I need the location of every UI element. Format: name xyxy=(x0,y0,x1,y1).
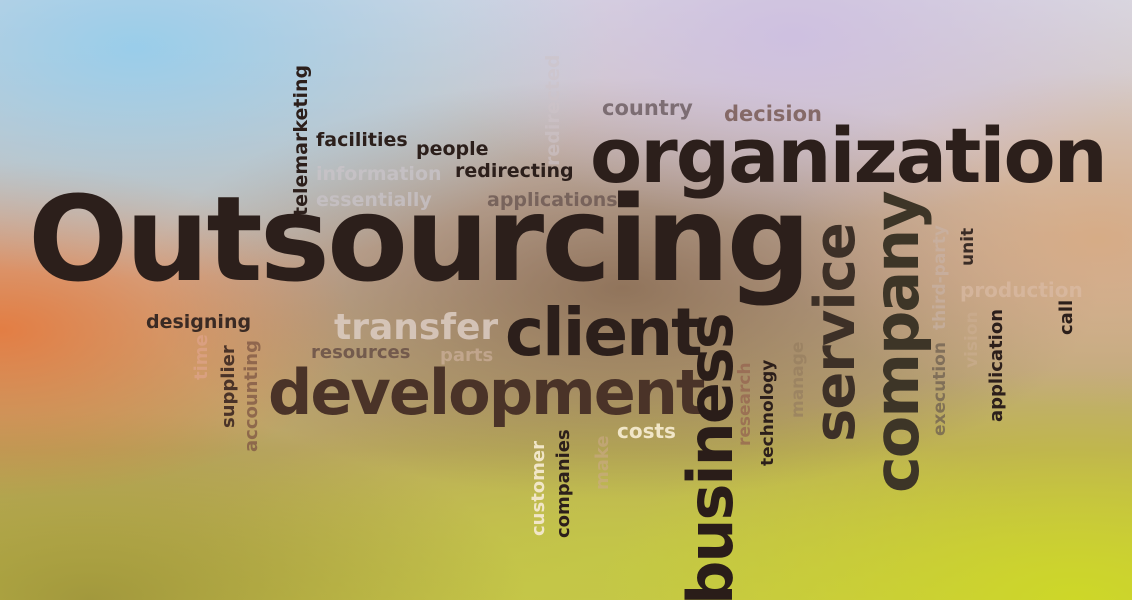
word-facilities: facilities xyxy=(316,129,408,151)
word-essentially: essentially xyxy=(316,189,432,211)
word-execution: execution xyxy=(930,342,950,436)
word-customer: customer xyxy=(528,440,549,536)
word-companies: companies xyxy=(553,429,574,538)
word-people: people xyxy=(416,138,489,160)
word-supplier: supplier xyxy=(218,345,239,428)
word-make: make xyxy=(592,435,613,490)
word-accounting: accounting xyxy=(241,340,262,452)
word-decision: decision xyxy=(724,102,822,126)
word-designing: designing xyxy=(146,311,252,333)
word-redirected: redirected xyxy=(542,54,564,166)
word-telemarketing: telemarketing xyxy=(290,64,312,216)
word-information: information xyxy=(316,163,442,185)
word-application: application xyxy=(986,308,1007,422)
word-third-party: third-party xyxy=(930,225,950,330)
word-time: time xyxy=(191,334,212,380)
word-redirecting: redirecting xyxy=(455,160,574,182)
word-development: development xyxy=(268,356,706,429)
word-transfer: transfer xyxy=(334,307,499,348)
word-country: country xyxy=(602,96,693,120)
word-company: company xyxy=(860,192,933,493)
word-outsourcing: Outsourcing xyxy=(28,170,811,308)
word-production: production xyxy=(960,278,1083,302)
word-client: client xyxy=(505,294,703,371)
word-resources: resources xyxy=(311,342,411,363)
word-applications: applications xyxy=(487,189,618,211)
word-parts: parts xyxy=(440,345,494,366)
word-vision: vision xyxy=(962,311,982,368)
word-technology: technology xyxy=(758,359,778,466)
word-research: research xyxy=(735,362,755,446)
word-costs: costs xyxy=(617,419,676,443)
word-unit: unit xyxy=(958,227,978,266)
word-business: business xyxy=(674,314,747,600)
word-service: service xyxy=(803,223,868,442)
word-call: call xyxy=(1056,299,1077,335)
word-organization: organization xyxy=(590,111,1108,200)
